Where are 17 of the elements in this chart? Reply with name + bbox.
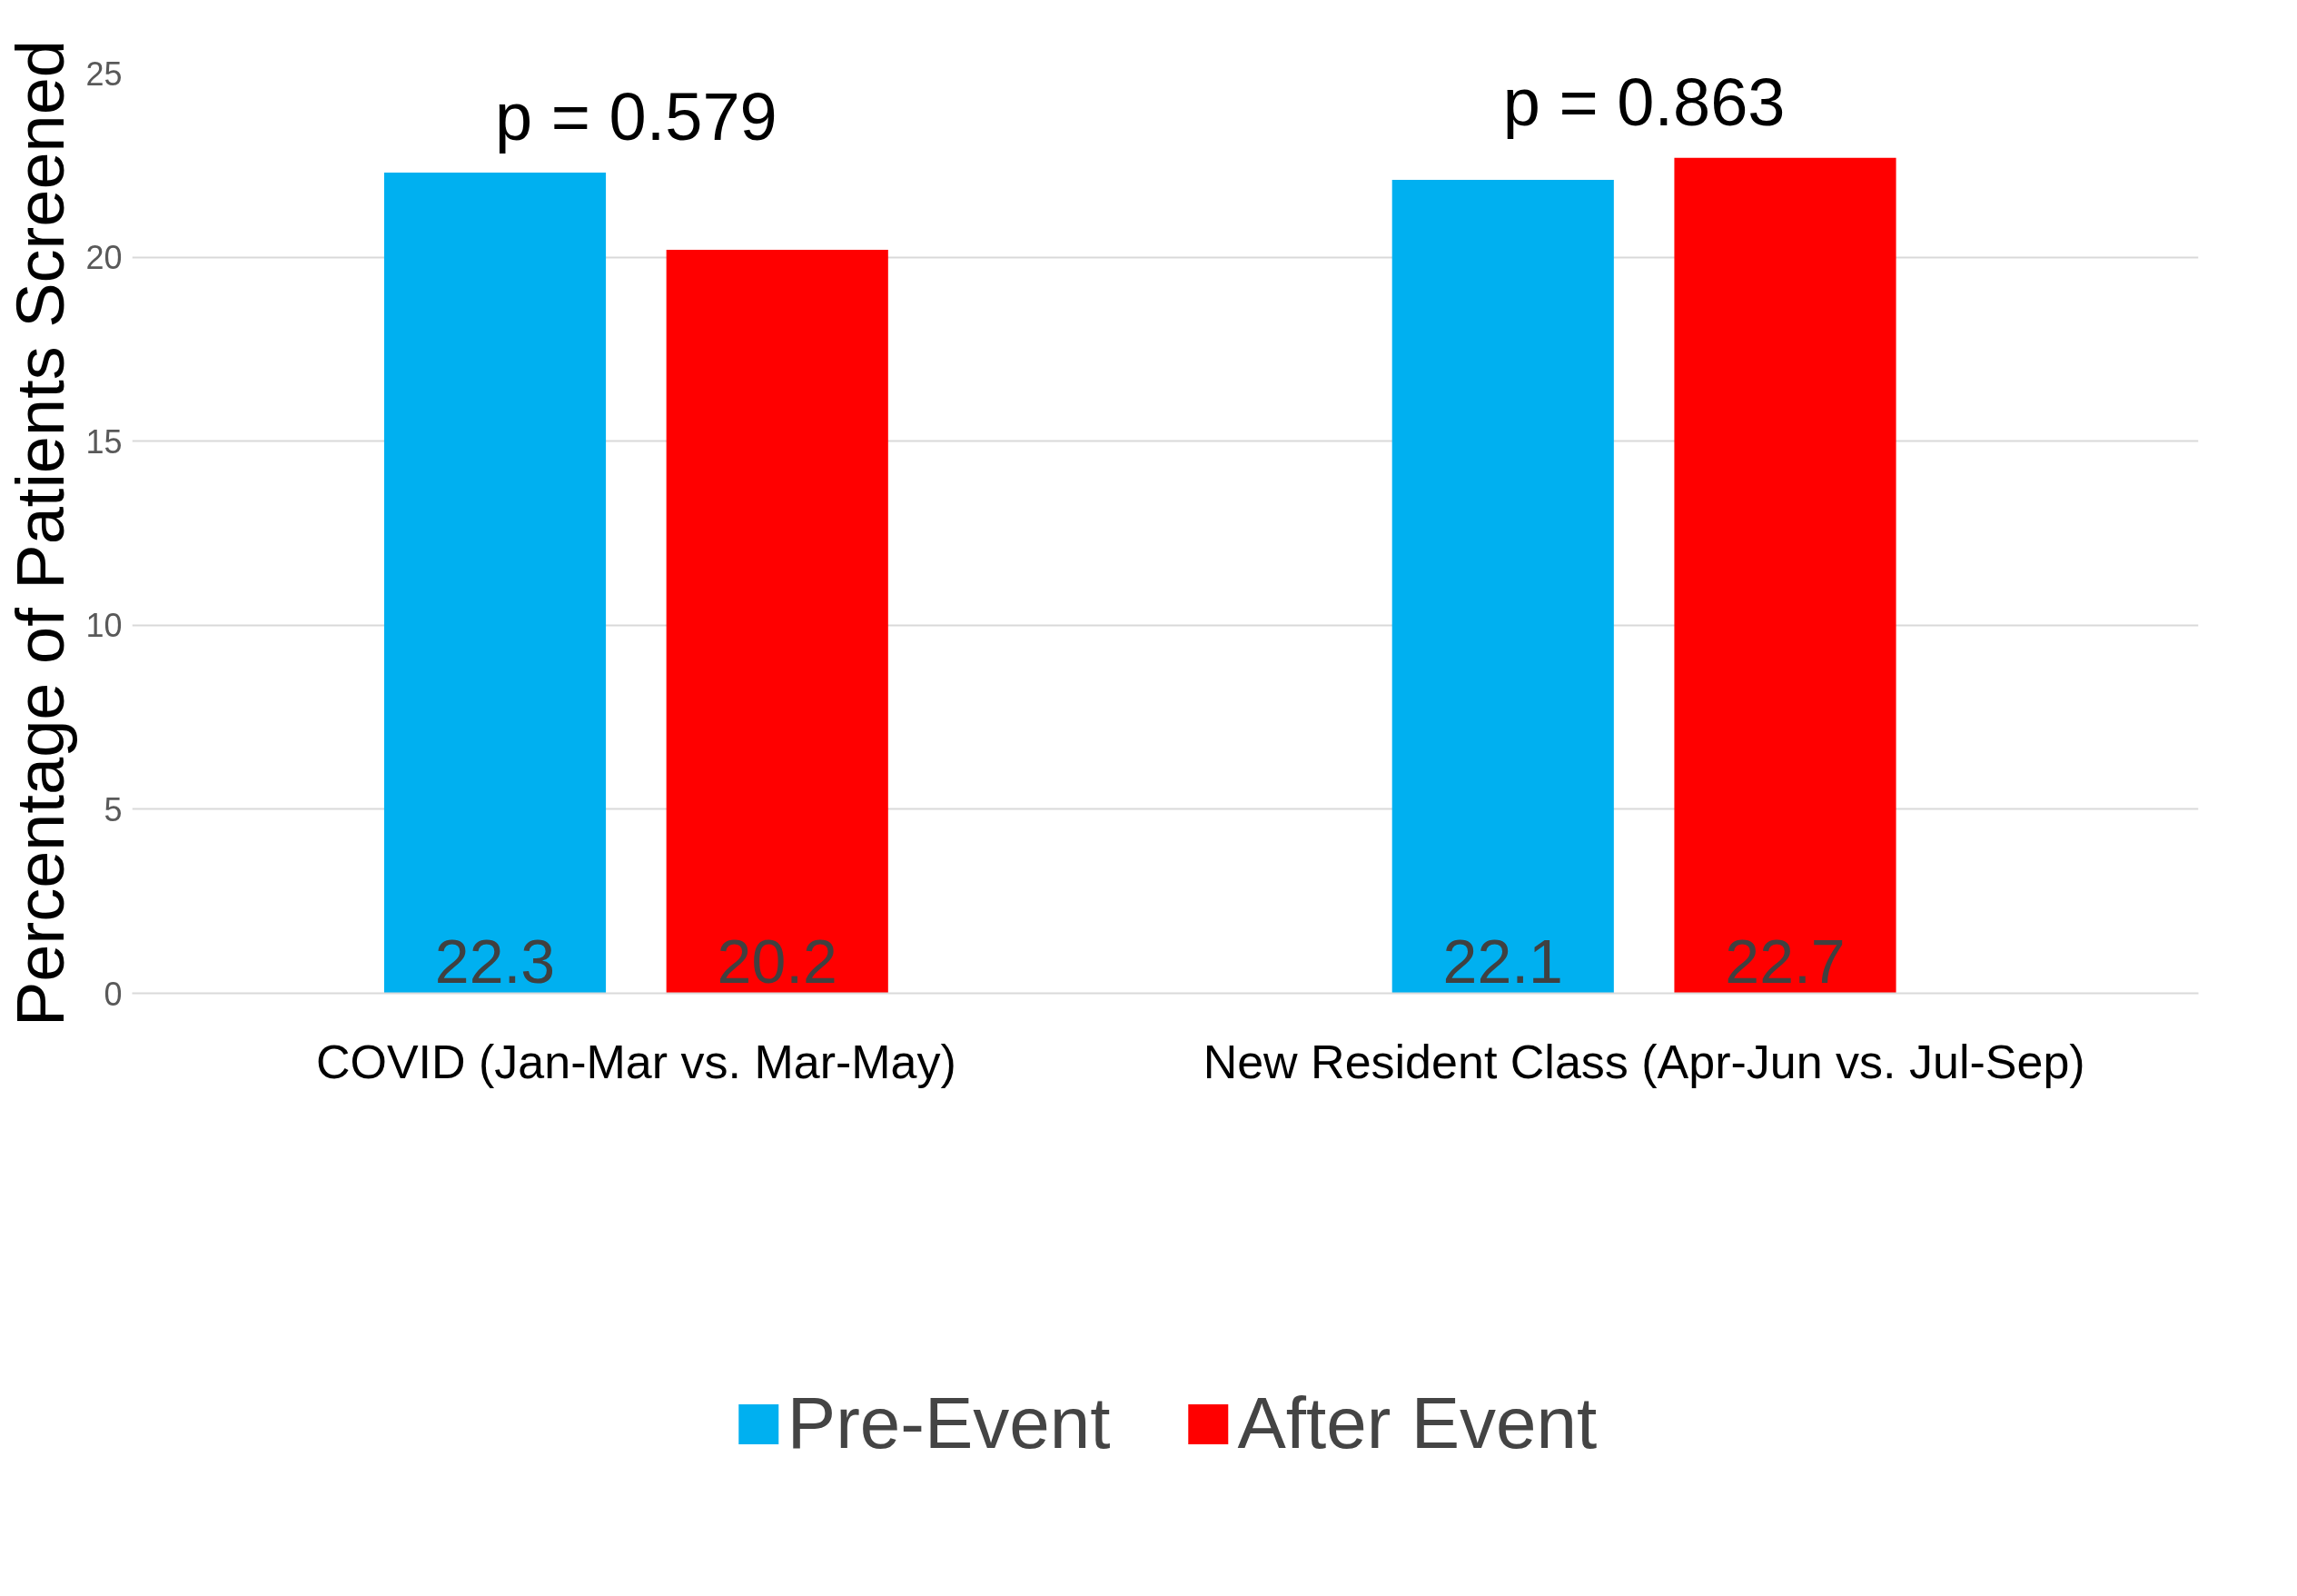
annotation: p = 0.579 xyxy=(495,78,777,154)
data-label: 22.1 xyxy=(1442,926,1563,996)
y-tick-label: 5 xyxy=(104,790,123,828)
y-tick-label: 0 xyxy=(104,975,123,1013)
y-axis-title: Percentage of Patients Screened xyxy=(3,39,79,1027)
legend-label: After Event xyxy=(1237,1382,1598,1465)
y-tick-label: 10 xyxy=(85,607,123,645)
data-label: 20.2 xyxy=(717,926,837,996)
data-label: 22.7 xyxy=(1725,926,1846,996)
legend-label: Pre-Event xyxy=(787,1382,1111,1465)
y-tick-label: 15 xyxy=(85,422,123,461)
y-tick-label: 20 xyxy=(85,239,123,277)
x-tick-label: New Resident Class (Apr-Jun vs. Jul-Sep) xyxy=(1203,1035,2085,1088)
x-tick-label: COVID (Jan-Mar vs. Mar-May) xyxy=(315,1035,956,1088)
annotation: p = 0.863 xyxy=(1502,64,1786,140)
data-label: 22.3 xyxy=(434,926,556,996)
y-tick-label: 25 xyxy=(85,55,123,93)
